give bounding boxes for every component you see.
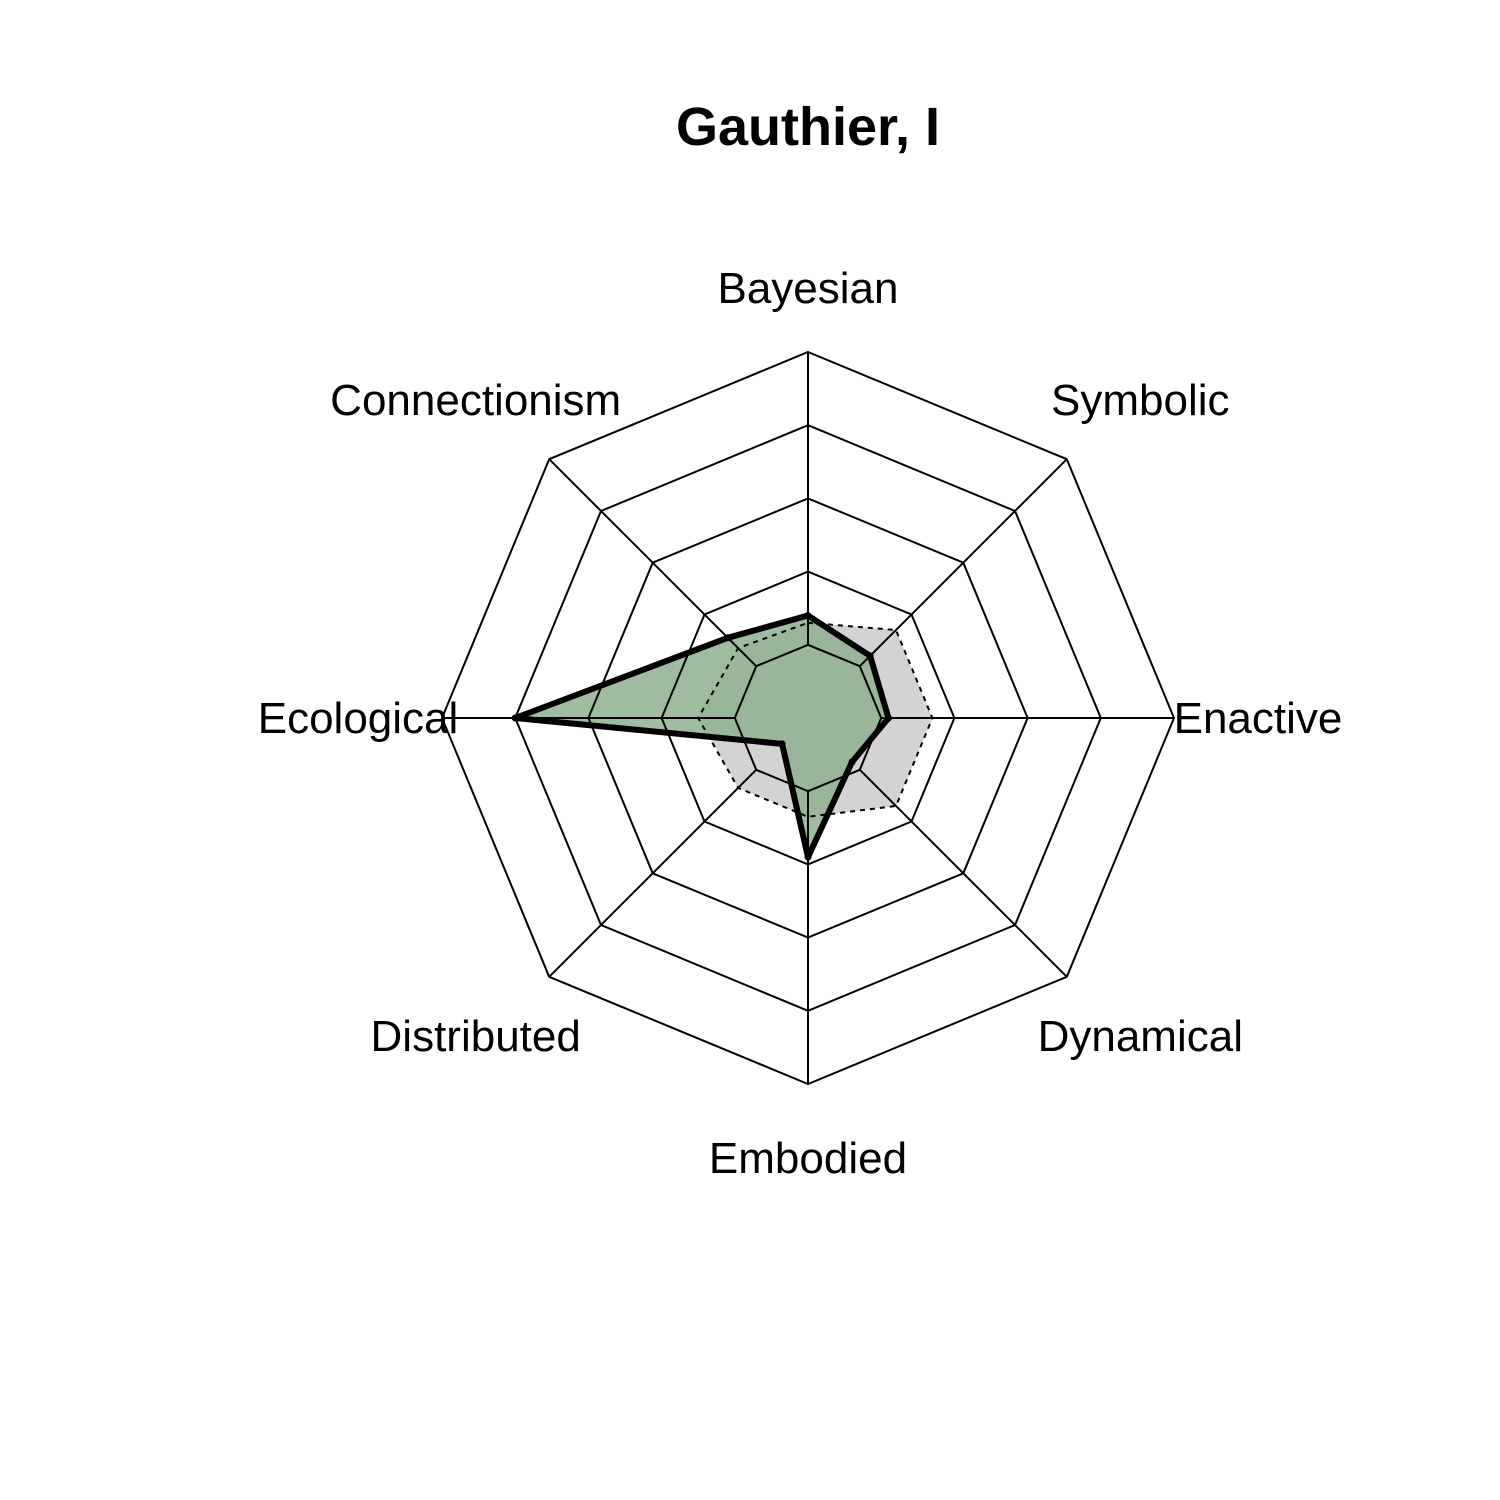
series-point-0 — [804, 612, 812, 619]
series-point-7 — [724, 634, 732, 642]
axis-label-connectionism: Connectionism — [330, 376, 621, 425]
grid-spoke-7 — [548, 458, 757, 667]
axis-label-embodied: Embodied — [709, 1134, 907, 1183]
grid-spoke-5 — [548, 769, 757, 978]
grid-spoke-1 — [859, 458, 1068, 667]
axis-label-enactive: Enactive — [1174, 694, 1343, 743]
series-point-3 — [848, 758, 856, 766]
series-point-6 — [511, 714, 519, 722]
axis-label-distributed: Distributed — [371, 1012, 581, 1061]
axis-label-bayesian: Bayesian — [717, 264, 898, 313]
label-layer: Bayesian Symbolic Enactive Dynamical Embodie… — [258, 264, 1343, 1183]
series-point-1 — [866, 652, 874, 660]
grid-layer — [440, 350, 1176, 1086]
axis-label-symbolic: Symbolic — [1051, 376, 1230, 425]
grid-spoke-3 — [859, 769, 1068, 978]
series-point-2 — [885, 714, 892, 722]
series-point-5 — [778, 740, 786, 748]
axis-label-dynamical: Dynamical — [1038, 1012, 1243, 1061]
axis-label-ecological: Ecological — [258, 694, 459, 743]
outline-layer — [511, 612, 934, 861]
chart-title: Gauthier, I — [676, 97, 940, 157]
series-point-4 — [804, 853, 812, 861]
average-outline — [697, 621, 934, 818]
